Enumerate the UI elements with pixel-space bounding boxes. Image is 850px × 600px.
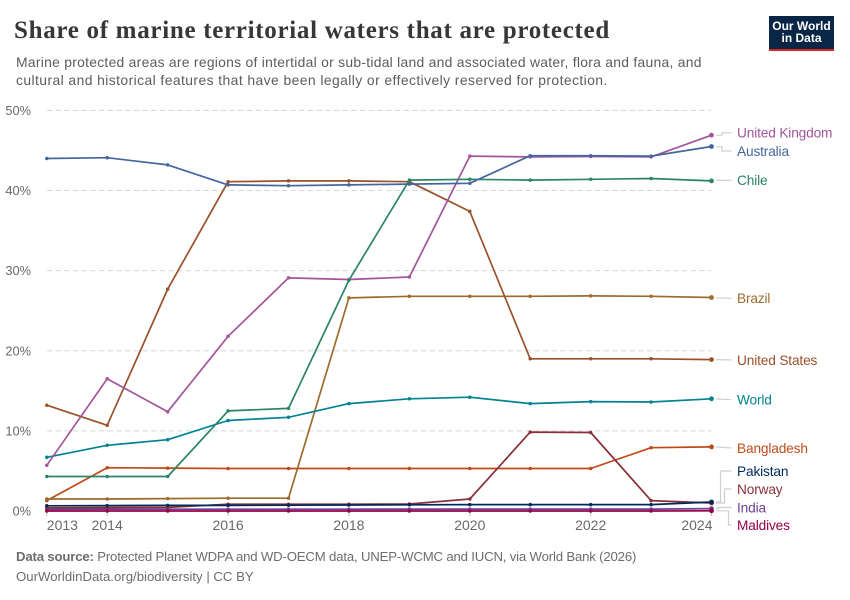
svg-text:Norway: Norway xyxy=(737,482,783,497)
svg-text:Chile: Chile xyxy=(737,173,767,188)
svg-text:20%: 20% xyxy=(5,343,31,358)
svg-text:2013: 2013 xyxy=(47,517,78,533)
svg-text:50%: 50% xyxy=(5,103,31,118)
svg-text:Pakistan: Pakistan xyxy=(737,464,788,479)
svg-text:0%: 0% xyxy=(13,504,32,519)
svg-text:Bangladesh: Bangladesh xyxy=(737,441,808,456)
svg-text:Australia: Australia xyxy=(737,144,789,159)
svg-text:World: World xyxy=(737,393,772,408)
svg-text:Brazil: Brazil xyxy=(737,291,770,306)
svg-text:2020: 2020 xyxy=(454,517,485,533)
svg-text:10%: 10% xyxy=(5,423,31,438)
svg-text:2014: 2014 xyxy=(92,517,123,533)
svg-text:United States: United States xyxy=(737,353,818,368)
svg-text:30%: 30% xyxy=(5,263,31,278)
svg-text:Maldives: Maldives xyxy=(737,518,790,533)
svg-text:India: India xyxy=(737,500,766,515)
svg-text:United Kingdom: United Kingdom xyxy=(737,126,832,141)
svg-text:2018: 2018 xyxy=(333,517,364,533)
svg-text:40%: 40% xyxy=(5,183,31,198)
svg-text:2024: 2024 xyxy=(681,517,712,533)
svg-text:2016: 2016 xyxy=(213,517,244,533)
svg-text:2022: 2022 xyxy=(575,517,606,533)
